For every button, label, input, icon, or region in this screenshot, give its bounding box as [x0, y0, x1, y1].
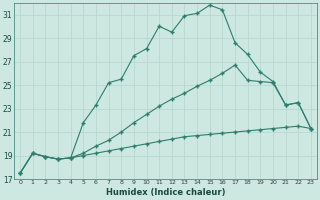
- X-axis label: Humidex (Indice chaleur): Humidex (Indice chaleur): [106, 188, 225, 197]
